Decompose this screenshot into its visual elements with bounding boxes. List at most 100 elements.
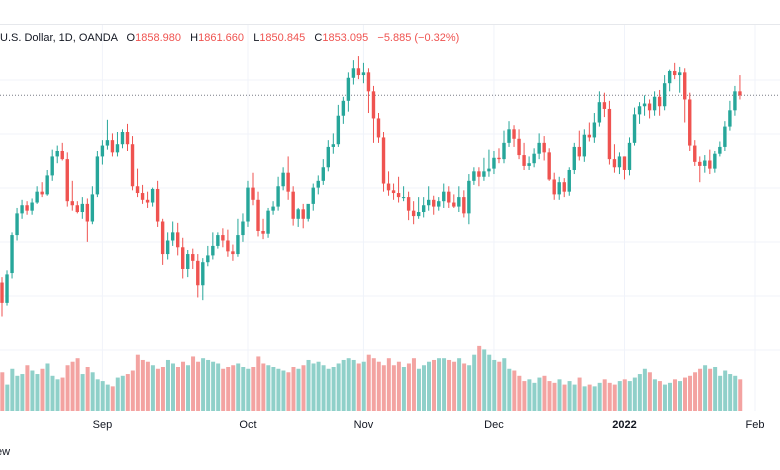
volume-bar	[512, 370, 517, 411]
volume-bar	[713, 367, 718, 411]
candle-body	[652, 96, 657, 111]
volume-bar	[647, 372, 652, 411]
candle-body	[381, 137, 386, 184]
volume-bar	[105, 384, 110, 411]
candle-body	[356, 68, 361, 76]
x-tick-label: Nov	[354, 419, 374, 431]
candle-body	[432, 199, 436, 207]
volume-bar	[60, 377, 65, 411]
high-key: H	[190, 32, 199, 44]
volume-bar	[497, 361, 502, 411]
candle	[386, 171, 391, 196]
candle-body	[522, 155, 526, 166]
candle-body	[391, 190, 396, 194]
volume-bar	[517, 375, 522, 411]
candle-body	[467, 180, 471, 214]
candle	[617, 152, 622, 175]
candle-body	[326, 146, 330, 168]
candle-body	[296, 209, 300, 219]
volume-bar	[396, 361, 401, 411]
candle	[587, 122, 592, 142]
candle	[627, 137, 632, 176]
volume-bar	[607, 382, 612, 411]
candle	[406, 191, 411, 221]
volume-bar	[733, 375, 738, 411]
candle-body	[371, 91, 376, 119]
candle	[105, 119, 110, 150]
candle	[457, 186, 461, 213]
candle-body	[40, 191, 44, 195]
candle	[487, 149, 491, 177]
volume-bar	[0, 372, 5, 411]
candle	[306, 203, 310, 222]
volume-bar	[15, 375, 20, 411]
volume-bar	[703, 365, 708, 411]
candle-body	[271, 206, 275, 211]
volume-bar	[602, 379, 607, 411]
candle-body	[657, 96, 662, 107]
candle-body	[703, 160, 707, 166]
candle-body	[617, 156, 622, 168]
candle-body	[442, 191, 446, 202]
candle-body	[105, 140, 110, 146]
candle-body	[612, 159, 617, 168]
candle	[211, 232, 215, 260]
volume-bar	[115, 377, 120, 411]
volume-bar	[708, 368, 713, 411]
candle	[411, 201, 416, 225]
x-tick-label: Sep	[93, 419, 113, 431]
candle-body	[221, 235, 225, 241]
volume-bar	[567, 381, 572, 411]
candle-body	[331, 144, 336, 147]
volume-bar	[246, 368, 251, 411]
volume-bar	[667, 382, 672, 411]
volume-bar	[95, 379, 100, 411]
candle	[216, 232, 220, 249]
footer-label: ew	[0, 446, 11, 458]
candle-body	[632, 114, 637, 143]
candle-body	[301, 209, 305, 219]
candle	[341, 96, 346, 124]
volume-bar	[678, 381, 682, 411]
candle-body	[246, 187, 250, 222]
volume-bar	[181, 361, 186, 411]
candle-body	[577, 146, 581, 157]
candle	[346, 72, 351, 112]
candle	[718, 141, 722, 157]
candle	[572, 142, 576, 175]
candle	[120, 129, 125, 149]
volume-bar	[391, 365, 396, 411]
low-value: 1850.845	[259, 32, 306, 44]
candle	[447, 186, 451, 208]
volume-bar	[627, 381, 632, 411]
candle-body	[236, 235, 240, 255]
candle-body	[527, 163, 531, 166]
candle-body	[557, 182, 561, 195]
volume-bar	[698, 368, 703, 411]
candle-body	[587, 134, 592, 138]
candle-body	[622, 156, 627, 170]
candle-body	[472, 171, 476, 181]
candle	[527, 156, 531, 170]
candle-body	[206, 255, 210, 263]
candle	[281, 167, 285, 191]
volume-bar	[226, 367, 231, 411]
candle-body	[50, 156, 54, 176]
volume-bar	[5, 384, 10, 411]
volume-bar	[351, 359, 356, 411]
volume-bar	[65, 365, 70, 411]
candle	[196, 254, 200, 298]
candle-body	[693, 145, 697, 162]
candle	[226, 229, 230, 257]
candle	[713, 150, 717, 173]
candle	[391, 183, 396, 200]
candle	[5, 270, 9, 306]
candle-body	[281, 172, 285, 187]
candle-body	[447, 191, 451, 203]
candle	[291, 186, 295, 226]
volume-bar	[683, 377, 688, 411]
volume-bar	[236, 363, 241, 411]
volume-bar	[196, 361, 201, 411]
